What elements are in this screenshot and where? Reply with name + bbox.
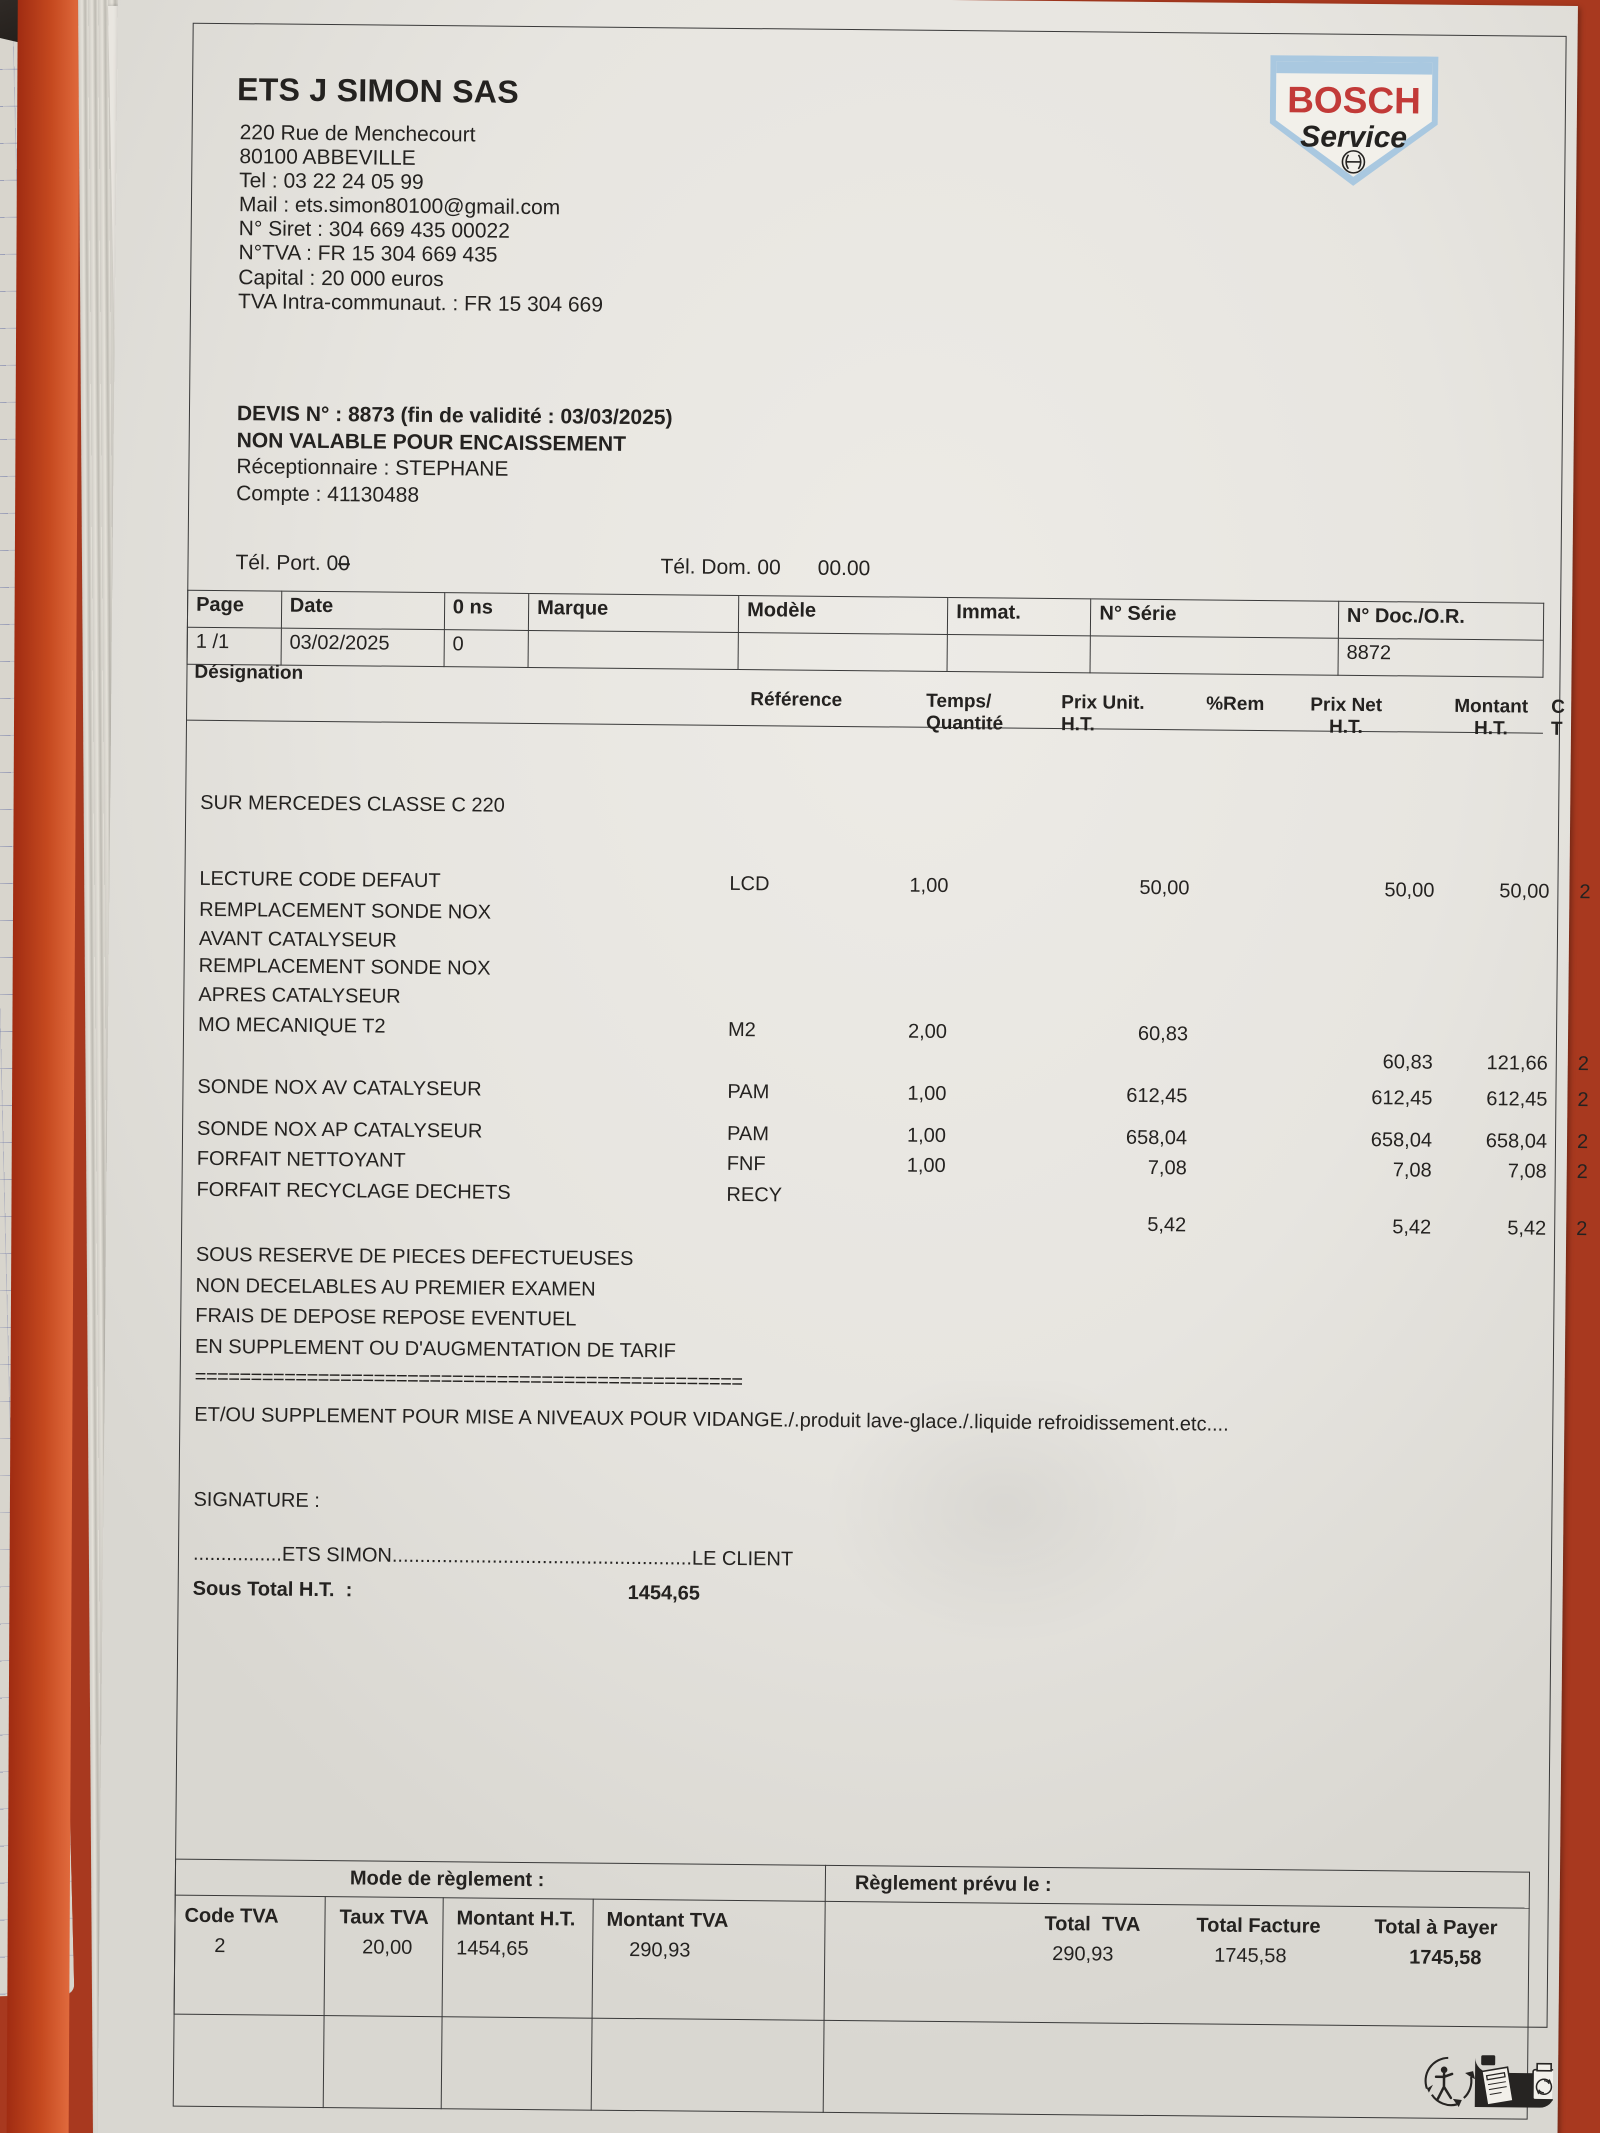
svg-text:Service: Service <box>1300 120 1407 154</box>
svg-text:BOSCH: BOSCH <box>1287 79 1421 121</box>
